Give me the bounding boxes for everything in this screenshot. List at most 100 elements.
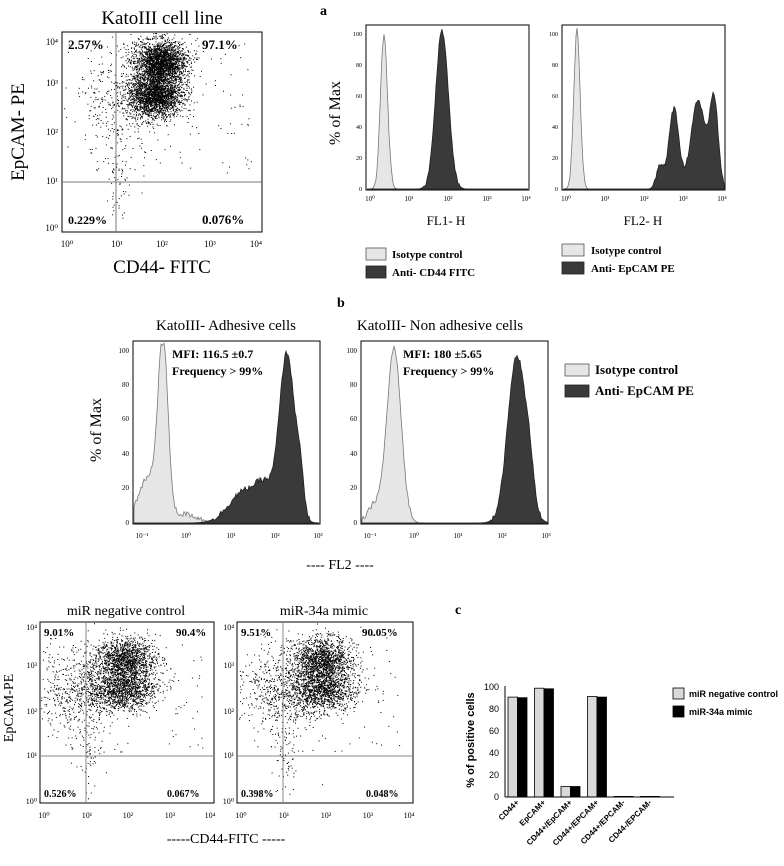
c-mimic-ytick-1: 10¹ <box>224 751 235 760</box>
fl1-ytick-100: 100 <box>353 32 362 38</box>
fl2-xtick-4: 10⁴ <box>717 195 727 203</box>
bar-category-label-3: CD44+/EPCAM+ <box>551 798 601 848</box>
c-dot-xlabel: -----CD44-FITC ----- <box>167 832 286 847</box>
b2-xtick-1: 10⁰ <box>409 532 419 540</box>
dot-plot-title: KatoIII cell line <box>101 8 222 29</box>
bar-neg-control-2 <box>560 786 571 798</box>
fl1-histogram: 100 80 60 40 20 0 10⁰ 10¹ 10² 10³ 10⁴ FL… <box>353 24 531 228</box>
b1-ytick-0: 0 <box>126 519 130 527</box>
c-neg-quadrant-lr: 0.067% <box>167 789 200 800</box>
fl1-ytick-20: 20 <box>356 156 362 162</box>
dot-plot-frame <box>61 31 263 233</box>
fl1-anti-cd44-curve <box>367 29 528 190</box>
c-neg-xtick-2: 10² <box>123 811 134 820</box>
fl1-legend-isotype-label: Isotype control <box>392 249 462 261</box>
c-neg-quadrant-ul: 9.01% <box>44 627 74 639</box>
bar-mimic-1 <box>543 688 554 798</box>
b1-xtick-4: 10³ <box>313 532 322 540</box>
bar-marks <box>507 687 660 798</box>
c-neg-xtick-0: 10⁰ <box>38 811 49 820</box>
adhesive-frequency: Frequency > 99% <box>172 364 263 378</box>
b2-xtick-4: 10³ <box>541 532 550 540</box>
fl1-xtick-1: 10¹ <box>404 195 413 203</box>
c-neg-xtick-1: 10¹ <box>82 811 93 820</box>
b1-ytick-60: 60 <box>122 415 130 423</box>
fl2-ytick-60: 60 <box>552 94 558 100</box>
c-mimic-quadrant-lr: 0.048% <box>366 789 399 800</box>
xtick-1: 10¹ <box>111 239 123 249</box>
katoiii-dot-plot: KatoIII cell line 2.57% 97.1% 0.229% 0.0… <box>8 8 263 278</box>
fl1-ytick-60: 60 <box>356 94 362 100</box>
adhesive-mfi: MFI: 116.5 ±0.7 <box>172 347 253 361</box>
fl2-xtick-3: 10³ <box>678 195 687 203</box>
b-legend-anti-label: Anti- EpCAM PE <box>595 383 694 398</box>
c-neg-ytick-3: 10³ <box>27 661 38 670</box>
xtick-3: 10³ <box>204 239 216 249</box>
ytick-0: 10⁰ <box>45 223 58 233</box>
c-mimic-ytick-2: 10² <box>224 707 235 716</box>
c-neg-frame <box>39 621 215 804</box>
b1-ytick-20: 20 <box>122 484 130 492</box>
nonadhesive-mfi: MFI: 180 ±5.65 <box>403 347 482 361</box>
b-legend-isotype-label: Isotype control <box>595 362 679 377</box>
ytick-3: 10³ <box>46 78 58 88</box>
b2-ytick-0: 0 <box>354 519 358 527</box>
b1-ytick-80: 80 <box>122 381 130 389</box>
bar-ytick-60: 60 <box>489 726 499 736</box>
bar-category-label-2: CD44+/EpCAM+ <box>525 798 574 847</box>
bar-neg-control-1 <box>534 687 545 798</box>
bar-mimic-3 <box>596 696 607 798</box>
panel-label-c: c <box>455 603 461 618</box>
c-mimic-ytick-0: 10⁰ <box>223 797 234 806</box>
fl1-xtick-3: 10³ <box>482 195 491 203</box>
b2-xtick-3: 10² <box>497 532 506 540</box>
fl2-xlabel: FL2- H <box>624 213 663 228</box>
fl2-legend: Isotype control Anti- EpCAM PE <box>561 243 675 275</box>
quadrant-ll-pct: 0.229% <box>68 213 107 227</box>
dot-plot-events <box>64 33 252 219</box>
hist-b-title-nonadhesive: KatoIII- Non adhesive cells <box>357 318 523 334</box>
bar-neg-control-3 <box>587 696 598 798</box>
hist-b-xlabel: ---- FL2 ---- <box>306 558 374 573</box>
fl2-frame <box>561 24 726 191</box>
bar-ytick-100: 100 <box>484 682 499 692</box>
fl2-ytick-40: 40 <box>552 125 558 131</box>
fl2-xtick-0: 10⁰ <box>561 195 571 203</box>
c-dot-plot-mimic: 9.51% 90.05% 0.398% 0.048% 10⁰ 10¹ 10² 1… <box>223 621 415 820</box>
bar-legend: miR negative control miR-34a mimic <box>672 687 778 718</box>
c-mimic-quadrant-ll: 0.398% <box>241 789 274 800</box>
c-neg-quadrant-ur: 90.4% <box>176 627 206 639</box>
fl2-xtick-1: 10¹ <box>600 195 609 203</box>
nonadhesive-histogram: MFI: 180 ±5.65 Frequency > 99% 100 80 60… <box>347 340 551 540</box>
b1-xtick-3: 10² <box>270 532 279 540</box>
fl1-xtick-4: 10⁴ <box>521 195 531 203</box>
hist-b-title-adhesive: KatoIII- Adhesive cells <box>156 318 296 334</box>
bar-ylabel: % of positive cells <box>465 692 477 787</box>
b1-ytick-100: 100 <box>119 347 130 355</box>
fl2-legend-anti-label: Anti- EpCAM PE <box>591 263 675 275</box>
panel-label-a: a <box>320 4 327 19</box>
c-neg-ytick-2: 10² <box>27 707 38 716</box>
bar-legend-swatch-mimic <box>672 705 685 718</box>
fl1-legend-swatch-anti <box>365 265 387 279</box>
c-dot-ylabel: EpCAM-PE <box>2 674 17 742</box>
nonadhesive-frame <box>360 340 549 525</box>
c-mimic-quadrant-ur: 90.05% <box>362 627 398 639</box>
b1-xtick-2: 10¹ <box>226 532 235 540</box>
b1-xtick-0: 10⁻¹ <box>136 532 149 540</box>
panel-label-b: b <box>337 296 345 311</box>
fl2-ytick-20: 20 <box>552 156 558 162</box>
ytick-1: 10¹ <box>46 176 58 186</box>
bar-ytick-20: 20 <box>489 770 499 780</box>
nonadhesive-frequency: Frequency > 99% <box>403 364 494 378</box>
quadrant-ul-pct: 2.57% <box>68 37 104 52</box>
quadrant-ur-pct: 97.1% <box>202 37 238 52</box>
bar-ytick-40: 40 <box>489 748 499 758</box>
b2-ytick-60: 60 <box>350 415 358 423</box>
c-dot-plot-negative: 9.01% 90.4% 0.526% 0.067% 10⁰ 10¹ 10² 10… <box>26 621 216 820</box>
fl2-histogram: 100 80 60 40 20 0 10⁰ 10¹ 10² 10³ 10⁴ FL… <box>549 24 727 228</box>
c-neg-xtick-3: 10³ <box>165 811 176 820</box>
fl2-ytick-80: 80 <box>552 63 558 69</box>
adhesive-frame <box>132 340 321 525</box>
